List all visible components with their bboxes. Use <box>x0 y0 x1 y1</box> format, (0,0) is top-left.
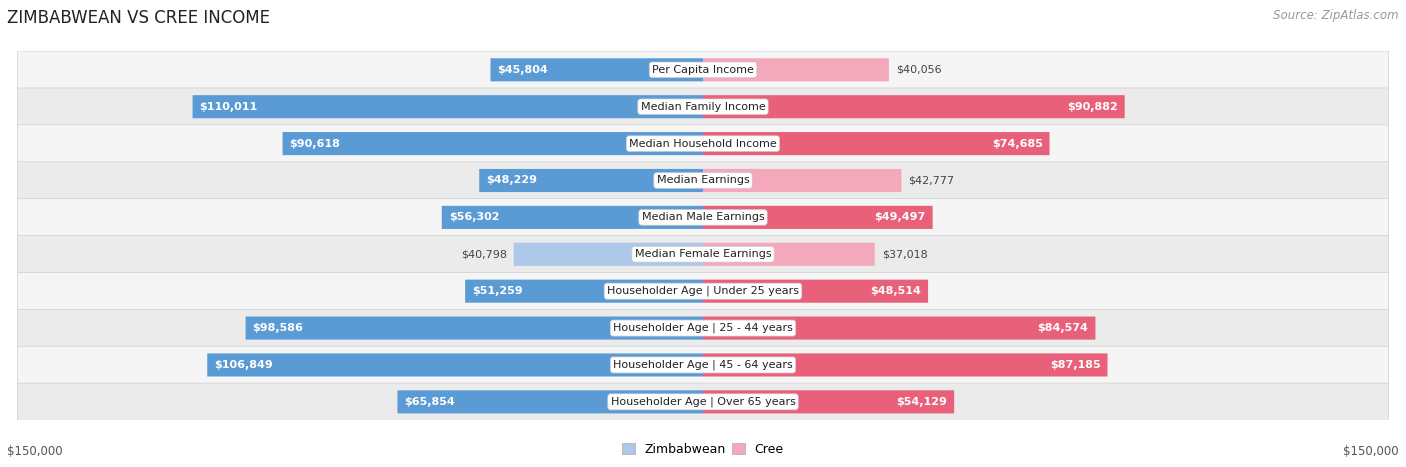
Text: $51,259: $51,259 <box>472 286 523 296</box>
FancyBboxPatch shape <box>283 132 703 155</box>
FancyBboxPatch shape <box>17 51 1389 89</box>
Text: $42,777: $42,777 <box>908 176 955 185</box>
FancyBboxPatch shape <box>703 132 1049 155</box>
Text: $48,229: $48,229 <box>486 176 537 185</box>
FancyBboxPatch shape <box>703 280 928 303</box>
FancyBboxPatch shape <box>703 390 955 413</box>
Text: $90,882: $90,882 <box>1067 102 1118 112</box>
FancyBboxPatch shape <box>17 346 1389 384</box>
FancyBboxPatch shape <box>703 317 1095 340</box>
Text: $84,574: $84,574 <box>1038 323 1088 333</box>
Text: $74,685: $74,685 <box>991 139 1043 149</box>
FancyBboxPatch shape <box>703 354 1108 376</box>
Text: $150,000: $150,000 <box>7 445 63 458</box>
FancyBboxPatch shape <box>193 95 703 118</box>
Text: Median Earnings: Median Earnings <box>657 176 749 185</box>
Text: Householder Age | 25 - 44 years: Householder Age | 25 - 44 years <box>613 323 793 333</box>
FancyBboxPatch shape <box>246 317 703 340</box>
Text: $87,185: $87,185 <box>1050 360 1101 370</box>
Legend: Zimbabwean, Cree: Zimbabwean, Cree <box>617 438 789 461</box>
FancyBboxPatch shape <box>441 206 703 229</box>
Text: Median Female Earnings: Median Female Earnings <box>634 249 772 259</box>
FancyBboxPatch shape <box>17 162 1389 199</box>
Text: Householder Age | Under 25 years: Householder Age | Under 25 years <box>607 286 799 297</box>
FancyBboxPatch shape <box>17 383 1389 421</box>
FancyBboxPatch shape <box>703 243 875 266</box>
FancyBboxPatch shape <box>207 354 703 376</box>
Text: Median Male Earnings: Median Male Earnings <box>641 212 765 222</box>
Text: $49,497: $49,497 <box>875 212 925 222</box>
Text: Median Family Income: Median Family Income <box>641 102 765 112</box>
Text: $150,000: $150,000 <box>1343 445 1399 458</box>
Text: $40,056: $40,056 <box>896 65 942 75</box>
Text: Median Household Income: Median Household Income <box>628 139 778 149</box>
Text: $90,618: $90,618 <box>290 139 340 149</box>
Text: Source: ZipAtlas.com: Source: ZipAtlas.com <box>1274 9 1399 22</box>
FancyBboxPatch shape <box>17 272 1389 310</box>
Text: ZIMBABWEAN VS CREE INCOME: ZIMBABWEAN VS CREE INCOME <box>7 9 270 28</box>
Text: $65,854: $65,854 <box>405 397 456 407</box>
Text: $40,798: $40,798 <box>461 249 506 259</box>
FancyBboxPatch shape <box>703 169 901 192</box>
FancyBboxPatch shape <box>703 58 889 81</box>
Text: $56,302: $56,302 <box>449 212 499 222</box>
Text: Householder Age | Over 65 years: Householder Age | Over 65 years <box>610 396 796 407</box>
Text: $45,804: $45,804 <box>498 65 548 75</box>
Text: $98,586: $98,586 <box>253 323 304 333</box>
Text: $48,514: $48,514 <box>870 286 921 296</box>
Text: Per Capita Income: Per Capita Income <box>652 65 754 75</box>
FancyBboxPatch shape <box>491 58 703 81</box>
FancyBboxPatch shape <box>17 198 1389 236</box>
Text: $110,011: $110,011 <box>200 102 257 112</box>
FancyBboxPatch shape <box>17 125 1389 163</box>
FancyBboxPatch shape <box>465 280 703 303</box>
FancyBboxPatch shape <box>703 206 932 229</box>
FancyBboxPatch shape <box>17 309 1389 347</box>
FancyBboxPatch shape <box>17 88 1389 126</box>
FancyBboxPatch shape <box>513 243 703 266</box>
Text: Householder Age | 45 - 64 years: Householder Age | 45 - 64 years <box>613 360 793 370</box>
FancyBboxPatch shape <box>17 235 1389 273</box>
FancyBboxPatch shape <box>479 169 703 192</box>
FancyBboxPatch shape <box>703 95 1125 118</box>
Text: $37,018: $37,018 <box>882 249 928 259</box>
FancyBboxPatch shape <box>398 390 703 413</box>
Text: $54,129: $54,129 <box>896 397 948 407</box>
Text: $106,849: $106,849 <box>214 360 273 370</box>
